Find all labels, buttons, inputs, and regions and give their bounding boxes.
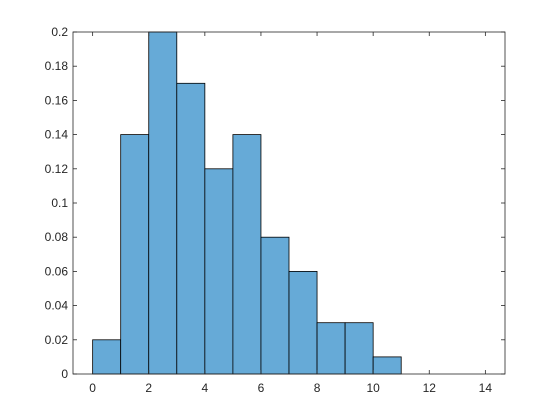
x-tick-label: 0 — [89, 381, 96, 395]
y-tick-label: 0.18 — [45, 59, 69, 73]
y-tick-label: 0.1 — [51, 196, 68, 210]
bar — [148, 31, 178, 375]
bar — [260, 236, 290, 375]
bar — [288, 270, 318, 375]
y-tick-label: 0.12 — [45, 162, 69, 176]
bar — [176, 82, 206, 375]
y-tick-label: 0 — [61, 367, 68, 381]
y-tick-label: 0.04 — [45, 299, 69, 313]
bar — [232, 134, 262, 375]
bar — [92, 339, 122, 375]
x-tick-label: 6 — [258, 381, 265, 395]
x-tick-label: 10 — [366, 381, 380, 395]
x-tick-label: 2 — [145, 381, 152, 395]
y-tick-label: 0.08 — [45, 230, 69, 244]
x-tick-label: 8 — [314, 381, 321, 395]
y-tick-label: 0.2 — [51, 25, 68, 39]
bar — [316, 322, 346, 375]
y-tick-label: 0.14 — [45, 128, 69, 142]
bar — [120, 134, 150, 375]
y-tick-label: 0.02 — [45, 333, 69, 347]
x-tick-label: 14 — [479, 381, 493, 395]
x-tick-label: 4 — [202, 381, 209, 395]
bar — [204, 168, 234, 375]
bar — [344, 322, 374, 375]
x-tick-label: 12 — [423, 381, 437, 395]
y-tick-label: 0.16 — [45, 93, 69, 107]
y-tick-label: 0.06 — [45, 264, 69, 278]
bar — [372, 356, 402, 375]
